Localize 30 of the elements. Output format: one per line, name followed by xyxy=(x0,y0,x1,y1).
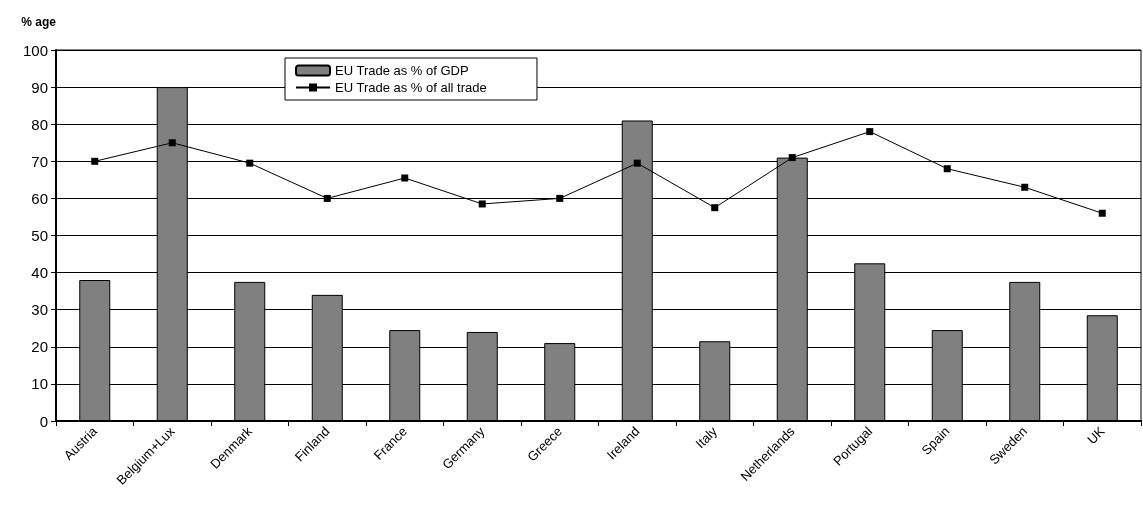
y-tick-label: 40 xyxy=(31,264,48,282)
point xyxy=(91,157,99,165)
point xyxy=(168,139,176,147)
point xyxy=(866,128,874,136)
point xyxy=(401,174,409,182)
x-tick-label: UK xyxy=(1084,423,1108,448)
y-tick-label: 60 xyxy=(31,189,48,207)
point xyxy=(246,159,254,167)
y-tick-label: 0 xyxy=(39,412,48,430)
x-tick-label: Italy xyxy=(692,423,721,452)
point xyxy=(711,204,719,212)
point xyxy=(633,159,641,167)
legend-label: EU Trade as % of GDP xyxy=(335,63,469,78)
point xyxy=(788,154,796,162)
y-tick-label: 10 xyxy=(31,375,48,393)
y-tick-label: 30 xyxy=(31,301,48,319)
point xyxy=(556,194,564,202)
point xyxy=(323,194,331,202)
y-tick-label: 80 xyxy=(31,115,48,133)
point xyxy=(1098,209,1106,217)
point xyxy=(478,200,486,208)
y-tick-label: 20 xyxy=(31,338,48,356)
y-axis-title: % age xyxy=(21,15,57,29)
legend-label: EU Trade as % of all trade xyxy=(335,80,487,95)
point xyxy=(943,165,951,173)
y-tick-label: 90 xyxy=(31,78,48,96)
point xyxy=(1021,183,1029,191)
y-tick-label: 100 xyxy=(22,41,48,59)
y-tick-label: 70 xyxy=(31,152,48,170)
y-tick-label: 50 xyxy=(31,227,48,244)
